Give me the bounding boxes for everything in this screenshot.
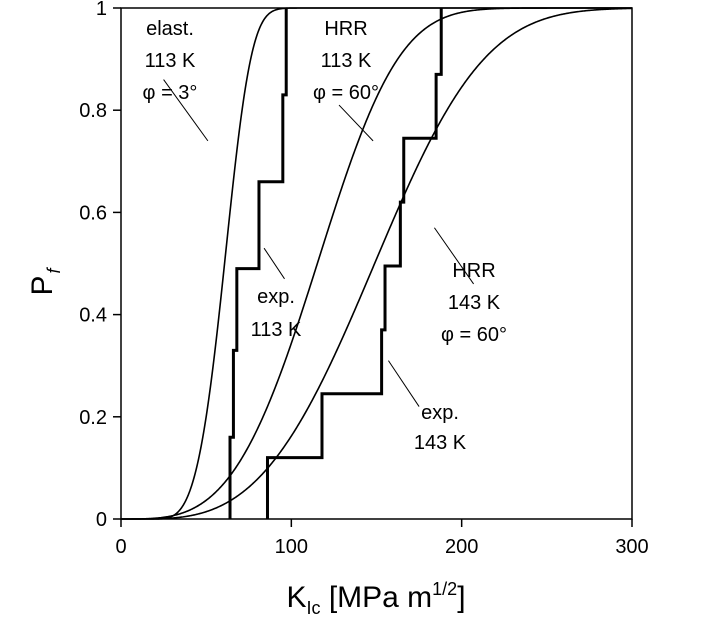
x-axis-title-sup: 1/2 (432, 579, 457, 599)
hrr143-label-line-2: φ = 60° (441, 324, 507, 346)
x-tick-label-2: 200 (445, 536, 478, 558)
exp143-label-leader (388, 360, 420, 407)
exp113-label-line-0: exp. (257, 286, 295, 308)
elast-label-line-0: elast. (146, 18, 194, 40)
curve-layer (121, 7, 633, 520)
y-tick-label-5: 1 (96, 0, 107, 20)
hrr113-label: HRR 113 K φ = 60° (313, 18, 379, 104)
tick-layer: 0 100 200 300 0 0.2 0.4 0.6 0.8 1 (79, 0, 649, 558)
x-axis-title-sub: Ic (306, 598, 320, 618)
hrr113-label-line-0: HRR (324, 18, 367, 40)
x-tick-label-3: 300 (615, 536, 648, 558)
annotation-layer: elast. 113 K φ = 3° HRR 113 K φ = 60° exp. 113 … (143, 18, 507, 454)
hrr143-label: HRR 143 K φ = 60° (441, 260, 507, 346)
exp143-label-line-0: exp. (421, 402, 459, 424)
series-hrr-113-k-60 (121, 7, 632, 520)
elast-label-leader (163, 79, 209, 142)
hrr113-label-leader (338, 104, 374, 142)
y-axis-title-sub: f (44, 267, 64, 274)
exp113-label-leader (263, 247, 285, 280)
hrr143-label-line-0: HRR (452, 260, 495, 282)
series-exp-143-k (265, 8, 443, 519)
y-axis-title: Pf (26, 267, 64, 296)
y-tick-label-3: 0.6 (79, 202, 107, 224)
x-axis-title-rest: [MPa m (320, 581, 432, 614)
exp113-label: exp. 113 K (251, 286, 302, 341)
elast-label: elast. 113 K φ = 3° (143, 18, 198, 104)
y-axis-title-main: P (26, 276, 59, 296)
y-tick-label-2: 0.4 (79, 305, 107, 327)
elast-label-line-2: φ = 3° (143, 82, 198, 104)
x-tick-label-1: 100 (275, 536, 308, 558)
hrr143-label-leader (434, 227, 475, 285)
exp143-label: exp. 143 K (414, 402, 467, 454)
y-tick-label-4: 0.8 (79, 100, 107, 122)
exp143-label-line-1: 143 K (414, 432, 467, 454)
x-axis-title-main: K (286, 581, 306, 614)
elast-label-line-1: 113 K (145, 50, 196, 72)
hrr143-label-line-1: 143 K (448, 292, 501, 314)
y-tick-label-1: 0.2 (79, 407, 107, 429)
hrr113-label-line-1: 113 K (321, 50, 372, 72)
exp113-label-line-1: 113 K (251, 319, 302, 341)
x-axis-title: KIc [MPa m1/2] (286, 579, 465, 618)
y-tick-label-0: 0 (96, 509, 107, 531)
hrr113-label-line-2: φ = 60° (313, 82, 379, 104)
leader-layer (163, 79, 475, 407)
series-hrr-143-k-60 (121, 7, 633, 520)
x-tick-label-0: 0 (115, 536, 126, 558)
x-axis-title-close: ] (457, 581, 465, 614)
series-exp-113-k (228, 8, 288, 519)
